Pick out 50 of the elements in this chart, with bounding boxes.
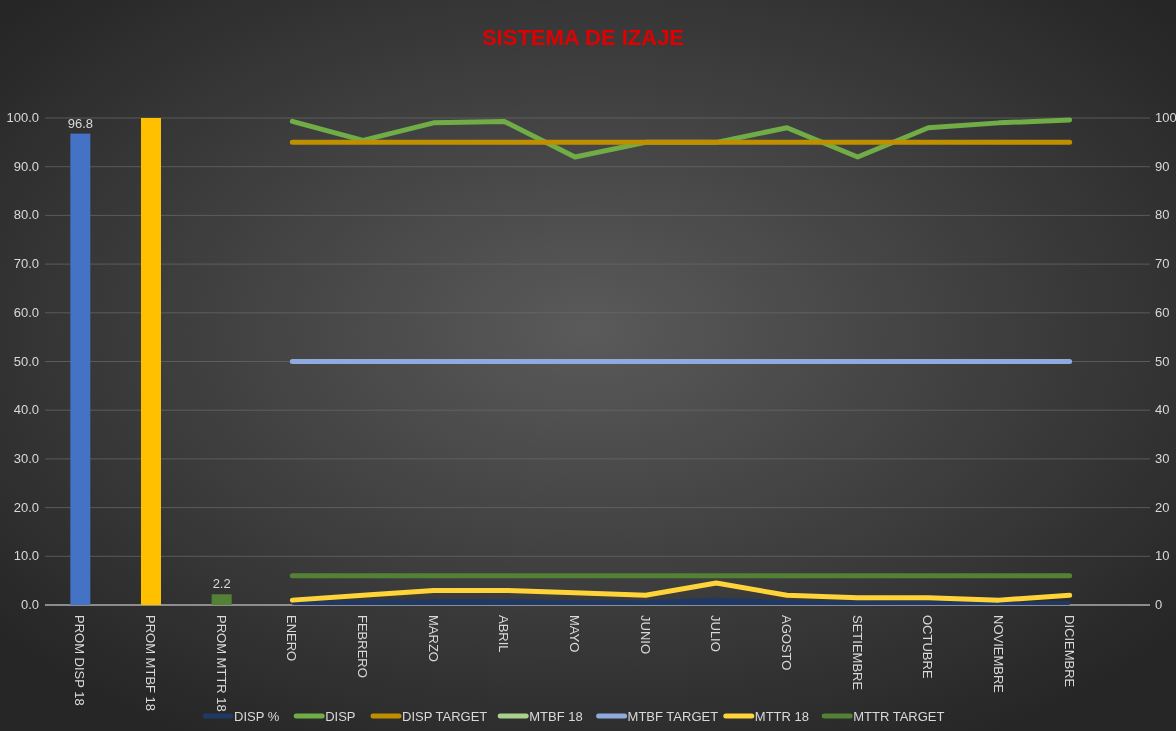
- x-tick-label: AGOSTO: [779, 615, 794, 671]
- y-tick-label: 100.0: [6, 110, 39, 125]
- y-tick-label: 40.0: [13, 402, 39, 418]
- bar: [70, 133, 91, 605]
- x-tick-label: JULIO: [708, 615, 724, 652]
- bar: [211, 594, 232, 605]
- bar: [141, 118, 161, 605]
- x-tick-label: ENERO: [284, 615, 300, 662]
- y-tick-label: 90.0: [13, 158, 39, 174]
- x-tick-label: FEBRERO: [355, 615, 370, 678]
- y2-tick-label: 60: [1155, 304, 1170, 320]
- x-tick-label: NOVIEMBRE: [991, 615, 1006, 694]
- legend-label: MTBF TARGET: [627, 709, 719, 724]
- x-tick-label: SETIEMBRE: [849, 615, 865, 691]
- y2-tick-label: 70: [1155, 256, 1170, 272]
- y2-tick-label: 80: [1155, 207, 1170, 223]
- x-tick-label: PROM MTBF 18: [143, 615, 158, 712]
- y-tick-label: 60.0: [13, 304, 39, 320]
- y-tick-label: 20.0: [13, 499, 39, 515]
- legend-label: DISP: [325, 709, 356, 724]
- x-tick-label: MARZO: [425, 615, 441, 662]
- x-tick-label: ABRIL: [496, 615, 512, 653]
- y2-tick-label: 40: [1155, 402, 1170, 418]
- y2-tick-label: 30: [1155, 450, 1170, 466]
- x-tick-label: MAYO: [567, 615, 582, 653]
- y2-tick-label: 0: [1155, 597, 1163, 612]
- x-tick-label: PROM MTTR 18: [213, 615, 229, 712]
- y2-tick-label: 20: [1155, 499, 1170, 515]
- x-tick-label: DICIEMBRE: [1061, 615, 1077, 688]
- y2-tick-label: 10: [1155, 548, 1170, 564]
- y-tick-label: 80.0: [13, 207, 39, 223]
- legend-label: MTTR 18: [754, 709, 809, 724]
- y-tick-label: 50.0: [13, 353, 39, 369]
- y-tick-label: 70.0: [13, 256, 39, 272]
- x-tick-label: PROM DISP 18: [72, 615, 88, 706]
- y-tick-label: 10.0: [13, 548, 39, 564]
- data-label: 96.8: [67, 115, 93, 131]
- x-tick-label: JUNIO: [637, 615, 653, 654]
- data-label: 2.2: [212, 576, 231, 592]
- legend-label: MTTR TARGET: [853, 709, 945, 724]
- x-tick-label: OCTUBRE: [920, 615, 936, 679]
- legend-label: MTBF 18: [529, 709, 583, 724]
- legend-label: DISP TARGET: [402, 709, 488, 724]
- y-tick-label: 30.0: [13, 450, 39, 466]
- y-tick-label: 0.0: [20, 597, 39, 612]
- chart-title: SISTEMA DE IZAJE: [481, 25, 685, 50]
- legend-label: DISP %: [234, 709, 280, 724]
- y2-tick-label: 100: [1155, 110, 1176, 125]
- y2-tick-label: 50: [1155, 353, 1170, 369]
- y2-tick-label: 90: [1155, 158, 1170, 174]
